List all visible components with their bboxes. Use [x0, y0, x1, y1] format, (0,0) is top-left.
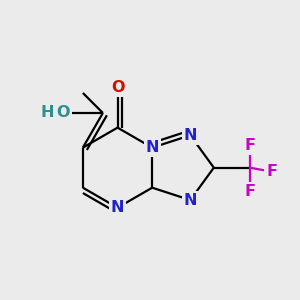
- Text: F: F: [244, 138, 255, 153]
- Text: O: O: [111, 80, 124, 95]
- Text: N: N: [146, 140, 159, 155]
- Text: N: N: [184, 128, 197, 143]
- Text: N: N: [184, 193, 197, 208]
- Text: O: O: [56, 106, 70, 121]
- Text: F: F: [266, 164, 278, 179]
- Text: F: F: [244, 184, 255, 199]
- Text: N: N: [111, 200, 124, 215]
- Text: H: H: [40, 106, 54, 121]
